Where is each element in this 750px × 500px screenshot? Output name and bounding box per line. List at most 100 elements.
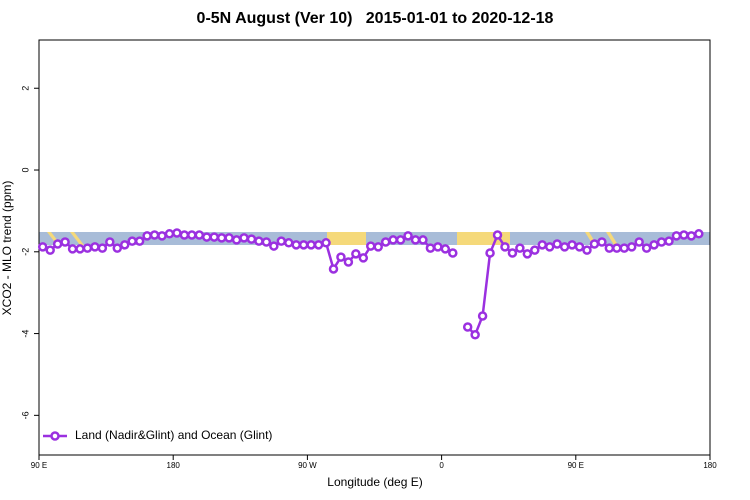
data-point — [254, 236, 264, 246]
data-point — [194, 230, 205, 240]
data-point — [157, 231, 167, 241]
x-axis-label: Longitude (deg E) — [327, 475, 422, 489]
data-point — [440, 244, 451, 254]
data-point — [336, 252, 346, 262]
y-tick-label: 2 — [20, 86, 30, 91]
data-point — [373, 242, 383, 252]
y-tick-label: -4 — [20, 330, 30, 338]
data-point — [209, 232, 219, 242]
data-point — [179, 230, 190, 240]
data-point — [202, 232, 212, 242]
data-point — [410, 235, 421, 245]
data-point — [544, 242, 555, 252]
data-point — [269, 241, 279, 251]
data-point — [403, 231, 413, 241]
data-point — [119, 240, 130, 250]
data-point — [37, 242, 48, 252]
data-point — [291, 240, 301, 250]
x-tick-label: 180 — [167, 461, 181, 470]
data-point — [306, 240, 316, 250]
data-point — [142, 231, 152, 241]
land-strip — [327, 232, 366, 245]
data-point — [567, 240, 577, 250]
data-point — [239, 233, 249, 243]
legend-marker — [50, 431, 60, 441]
data-point — [515, 243, 525, 253]
data-point — [298, 240, 309, 250]
data-point — [641, 243, 652, 253]
y-tick-label: -2 — [20, 248, 30, 256]
data-point — [433, 242, 443, 252]
data-point — [425, 243, 436, 253]
x-tick-label: 0 — [439, 461, 444, 470]
data-point — [552, 239, 562, 249]
data-point — [485, 248, 495, 258]
data-point — [105, 237, 115, 247]
data-point — [366, 241, 376, 251]
data-point — [67, 244, 78, 254]
x-tick-label: 180 — [703, 461, 717, 470]
data-point — [582, 245, 592, 255]
data-point — [634, 237, 644, 247]
data-point — [589, 239, 600, 249]
data-point — [470, 330, 480, 340]
data-point — [358, 253, 369, 263]
data-point — [328, 264, 339, 274]
data-point — [75, 244, 85, 254]
data-point — [537, 240, 547, 250]
data-point — [82, 243, 93, 253]
data-point — [380, 237, 391, 247]
data-point — [343, 257, 354, 267]
data-point — [671, 231, 682, 241]
data-point — [500, 242, 510, 252]
data-point — [477, 311, 488, 321]
data-point — [149, 230, 160, 240]
data-point — [45, 245, 55, 255]
chart-title: 0-5N August (Ver 10) 2015-01-01 to 2020-… — [197, 10, 554, 27]
data-point — [224, 233, 234, 243]
data-point — [261, 237, 272, 247]
data-point — [694, 229, 704, 239]
data-point — [559, 242, 570, 252]
x-tick-label: 90 E — [31, 461, 47, 470]
y-axis-label: XCO2 - MLO trend (ppm) — [0, 181, 14, 316]
data-point — [231, 235, 242, 245]
data-point — [612, 243, 622, 253]
data-point — [530, 245, 540, 255]
data-point — [388, 235, 398, 245]
data-point — [626, 242, 637, 252]
data-point — [619, 243, 630, 253]
data-point — [574, 242, 585, 252]
data-point — [172, 228, 182, 238]
land-stripe — [606, 232, 618, 245]
data-point — [187, 230, 197, 240]
land-stripe — [70, 232, 84, 245]
data-point — [276, 236, 287, 246]
data-point — [679, 230, 689, 240]
data-point — [656, 237, 667, 247]
data-point — [522, 249, 533, 259]
data-point — [134, 236, 145, 246]
data-point — [686, 231, 697, 241]
x-tick-label: 90 W — [298, 461, 317, 470]
data-point — [649, 240, 659, 250]
data-point — [664, 236, 674, 246]
data-point — [216, 233, 227, 243]
data-point — [164, 229, 175, 239]
data-point — [313, 240, 324, 250]
data-point — [395, 235, 406, 245]
data-point — [321, 238, 331, 248]
data-point — [97, 243, 108, 253]
data-point — [492, 230, 503, 240]
y-tick-label: -6 — [20, 411, 30, 419]
legend-label: Land (Nadir&Glint) and Ocean (Glint) — [75, 428, 272, 442]
data-point — [448, 248, 458, 258]
data-point — [604, 243, 615, 253]
data-point — [351, 249, 361, 259]
data-point — [284, 238, 294, 248]
data-point — [246, 234, 257, 244]
data-point — [52, 239, 63, 249]
data-point — [597, 237, 607, 247]
data-point — [90, 242, 100, 252]
